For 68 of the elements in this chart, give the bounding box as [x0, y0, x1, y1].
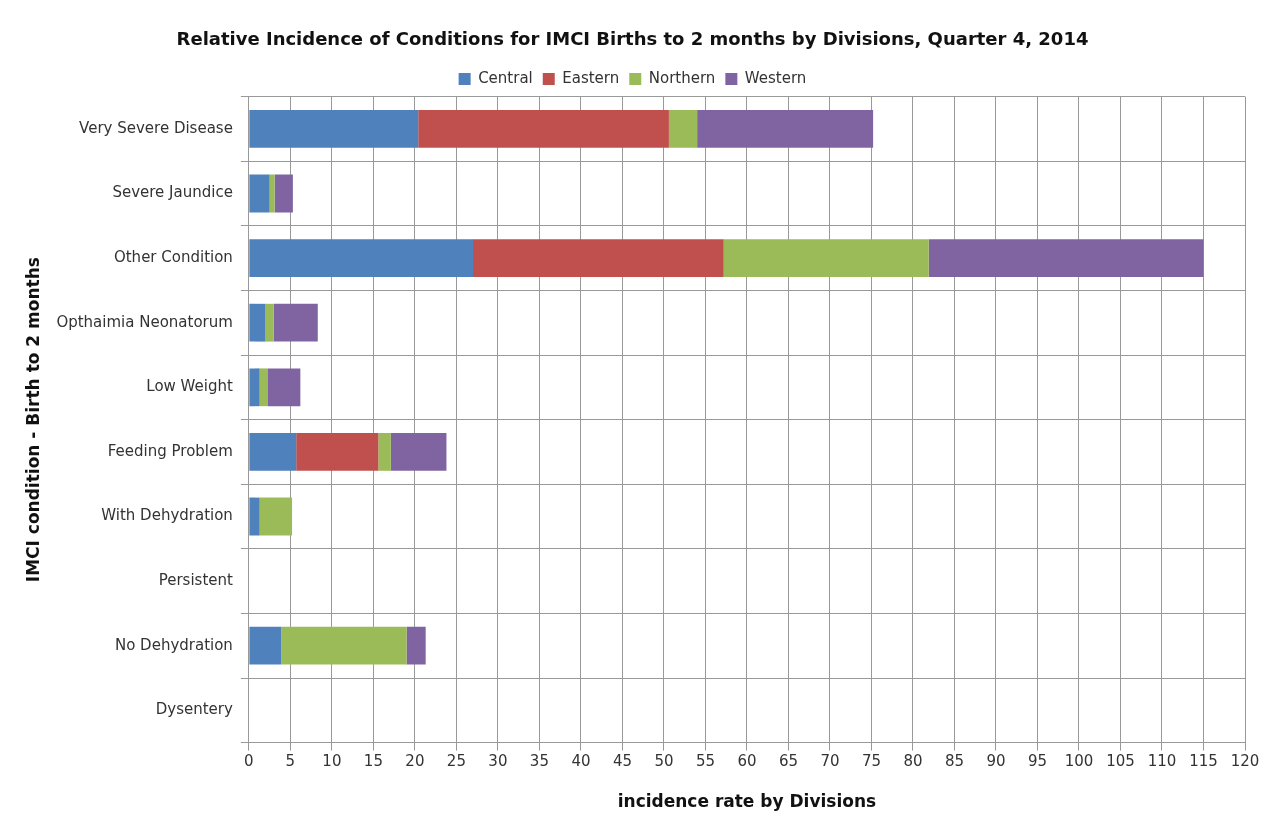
x-axis-title: incidence rate by Divisions [617, 791, 877, 812]
bar [249, 174, 270, 213]
x-tick-label: 0 [244, 752, 254, 771]
x-tick-label: 60 [737, 752, 757, 771]
y-tick-label: Very Severe Disease [79, 118, 233, 137]
y-tick-label: Other Condition [113, 247, 233, 266]
bar [249, 303, 266, 342]
bar [259, 497, 293, 536]
x-tick-label: 20 [405, 752, 425, 771]
chart-title: Relative Incidence of Conditions for IMCI Births to 2 months by Divisions, Quarter 4, 2014 [176, 28, 1089, 50]
x-tick-label: 40 [571, 752, 591, 771]
bar [697, 110, 874, 148]
y-tick-label: Dysentery [155, 700, 233, 719]
y-tick-label: Low Weight [146, 377, 233, 396]
y-tick-label: Severe Jaundice [112, 183, 233, 202]
x-tick-label: 95 [1027, 752, 1048, 771]
x-tick-label: 10 [322, 752, 342, 771]
y-tick-label: No Dehydration [114, 635, 233, 654]
bar [249, 110, 419, 148]
bar [928, 239, 1204, 277]
x-tick-label: 120 [1230, 752, 1260, 771]
legend-label: Northern [648, 68, 716, 87]
x-tick-label: 35 [529, 752, 549, 771]
bar [249, 239, 474, 277]
bar [418, 110, 669, 148]
x-tick-label: 5 [285, 752, 296, 771]
x-tick-label: 75 [861, 752, 881, 771]
x-tick-label: 110 [1147, 752, 1177, 771]
x-tick-label: 45 [612, 752, 632, 771]
bar [723, 239, 929, 277]
x-tick-label: 55 [695, 752, 715, 771]
x-tick-label: 100 [1064, 752, 1094, 771]
bar [249, 497, 260, 536]
x-tick-label: 65 [778, 752, 798, 771]
bar [265, 303, 274, 342]
x-tick-label: 70 [820, 752, 840, 771]
legend-label: Western [744, 68, 807, 87]
y-axis-title: IMCI condition - Birth to 2 months [22, 257, 43, 583]
legend-label: Eastern [562, 68, 620, 87]
x-tick-label: 50 [654, 752, 674, 771]
x-tick-label: 80 [903, 752, 923, 771]
legend-label: Central [478, 68, 533, 87]
y-tick-label: With Dehydration [101, 506, 233, 525]
bar [259, 368, 268, 407]
bar [406, 626, 426, 665]
bar [668, 110, 698, 148]
bar [281, 626, 407, 665]
bar [473, 239, 724, 277]
bar [269, 174, 275, 213]
bar [273, 303, 318, 342]
x-tick-label: 15 [363, 752, 383, 771]
bar [249, 626, 282, 665]
bar [378, 433, 391, 471]
x-tick-label: 30 [488, 752, 508, 771]
x-tick-label: 85 [944, 752, 965, 771]
bar [267, 368, 301, 407]
bar [296, 433, 379, 471]
bar [274, 174, 293, 213]
y-tick-label: Feeding Problem [107, 441, 233, 460]
bar [249, 368, 260, 407]
x-tick-label: 25 [446, 752, 466, 771]
y-tick-label: Persistent [158, 570, 233, 589]
bar [390, 433, 447, 471]
x-tick-label: 105 [1106, 752, 1135, 771]
x-tick-label: 90 [986, 752, 1006, 771]
x-tick-label: 115 [1189, 752, 1218, 771]
bar [249, 433, 297, 471]
y-tick-label: Opthaimia Neonatorum [56, 312, 233, 331]
